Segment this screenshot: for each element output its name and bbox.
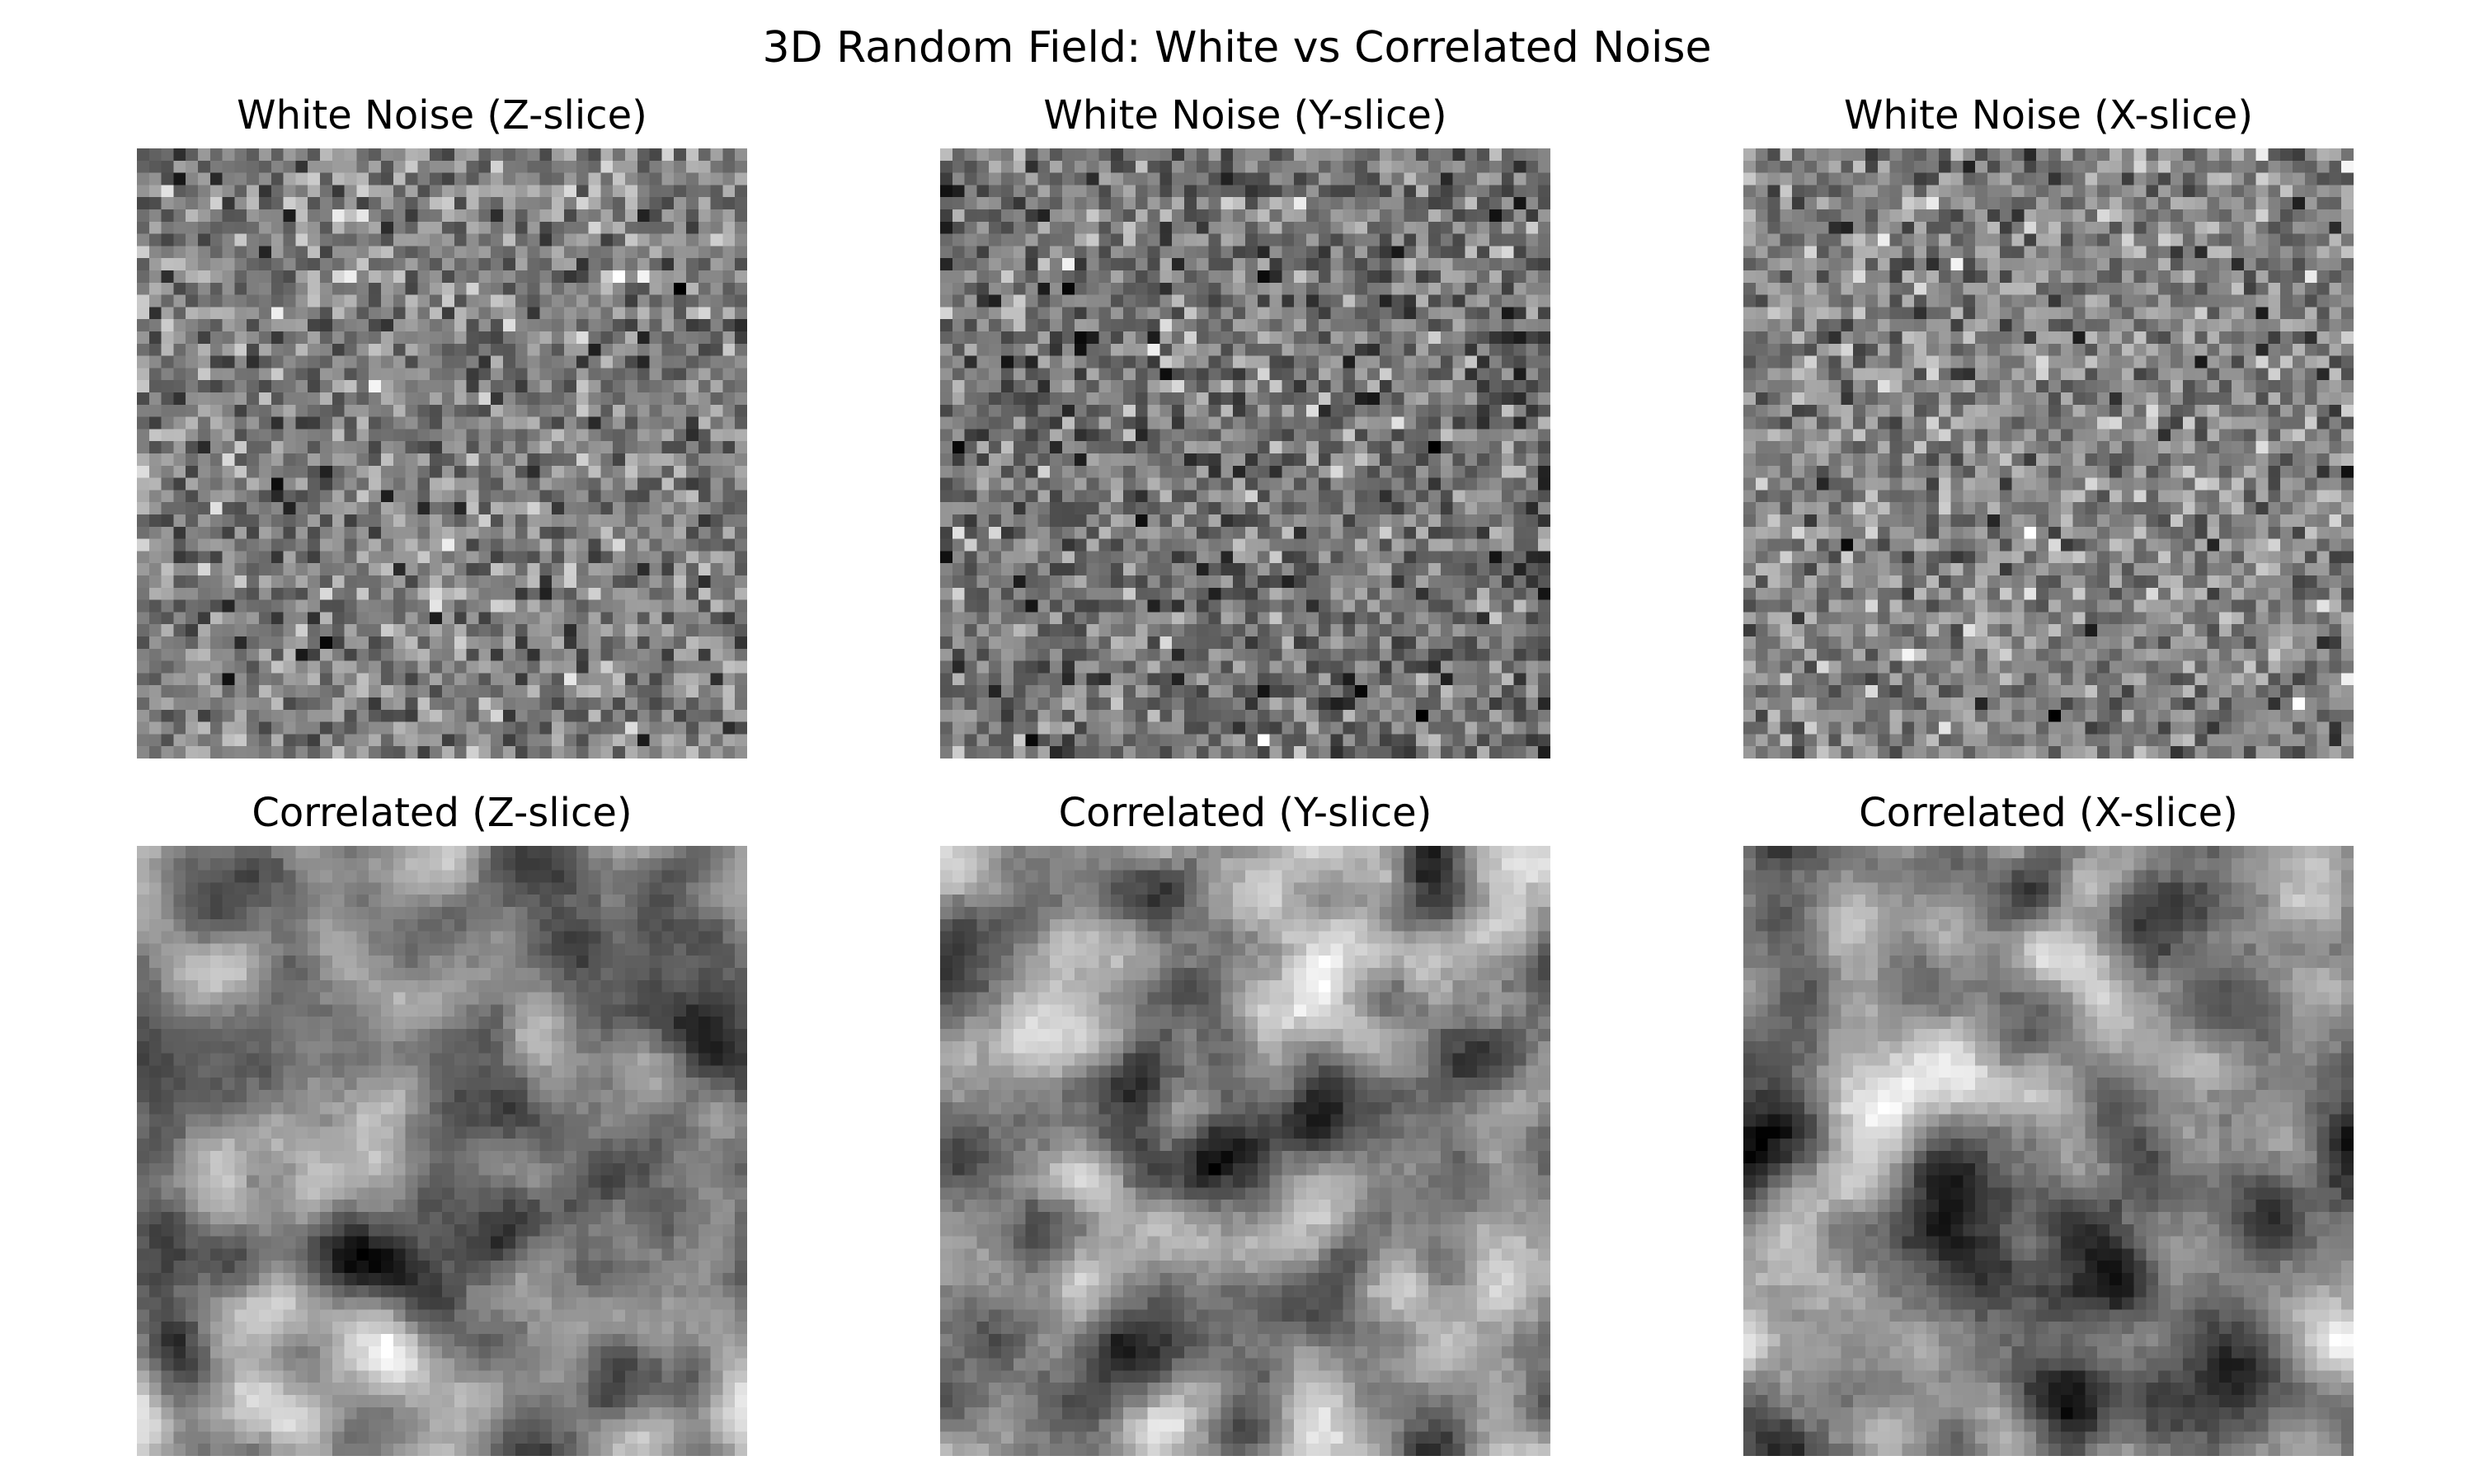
panel-title-correlated-z: Correlated (Z-slice) bbox=[252, 790, 633, 836]
heatmap-white-y-slice bbox=[940, 148, 1550, 758]
figure-title: 3D Random Field: White vs Correlated Noi… bbox=[762, 23, 1712, 73]
panel-title-white-x: White Noise (X-slice) bbox=[1843, 92, 2254, 139]
panel-title-white-z: White Noise (Z-slice) bbox=[237, 92, 647, 139]
heatmap-white-z-slice bbox=[137, 148, 747, 758]
panel-title-correlated-y: Correlated (Y-slice) bbox=[1058, 790, 1432, 836]
heatmap-correlated-z-slice bbox=[137, 846, 747, 1456]
heatmap-white-x-slice bbox=[1743, 148, 2354, 758]
heatmap-correlated-y-slice bbox=[940, 846, 1550, 1456]
heatmap-correlated-x-slice bbox=[1743, 846, 2354, 1456]
panel-title-white-y: White Noise (Y-slice) bbox=[1043, 92, 1447, 139]
panel-title-correlated-x: Correlated (X-slice) bbox=[1859, 790, 2238, 836]
